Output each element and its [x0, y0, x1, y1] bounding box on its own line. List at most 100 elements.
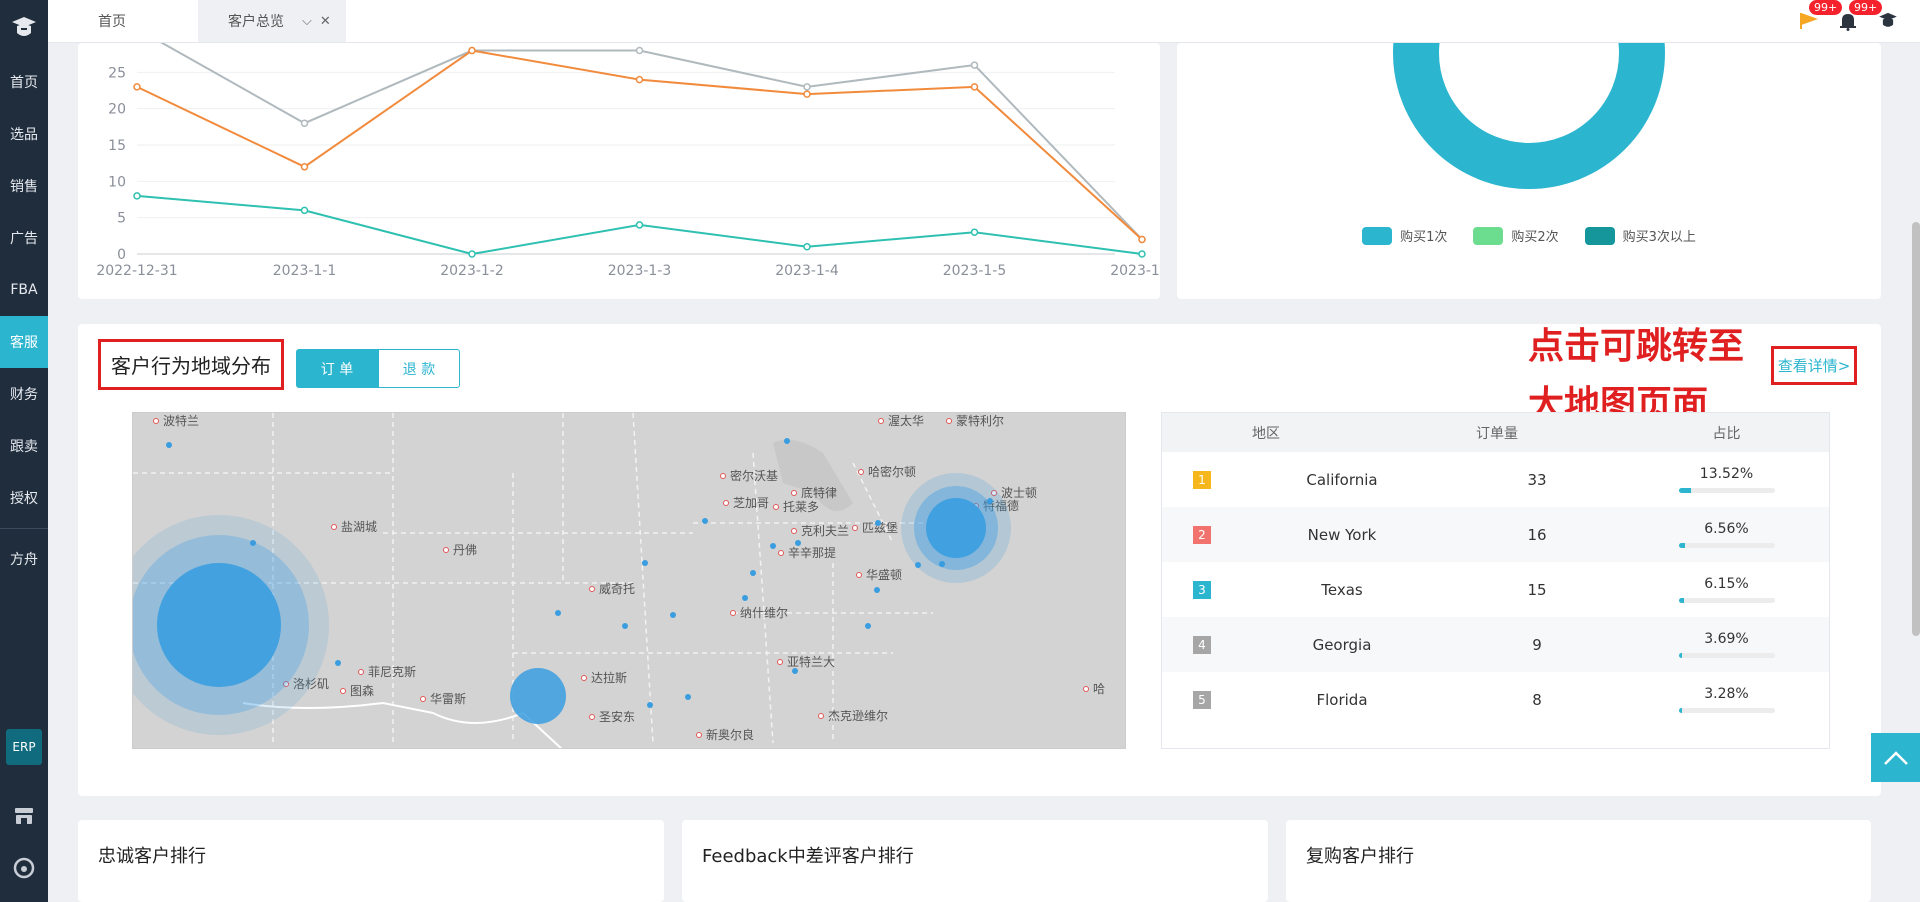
ratio-fill — [1678, 488, 1692, 493]
x-tick-label: 2023-1-1 — [273, 263, 337, 279]
city-label: 哈密尔顿 — [868, 464, 916, 479]
city-label: 底特律 — [801, 485, 837, 500]
user-avatar[interactable] — [1876, 9, 1900, 33]
sidebar-item-selection[interactable]: 选品 — [10, 127, 38, 143]
sidebar-item-home[interactable]: 首页 — [10, 75, 38, 91]
trend-line-chart: 0 5 10 15 20 25 2022-12-31 2023-1-1 2023-1-2 2023… — [96, 24, 1174, 279]
region-dot — [770, 543, 776, 549]
sidebar-item-customer-service[interactable]: 客服 — [0, 316, 48, 368]
rank-badge: 2 — [1193, 525, 1211, 544]
city-label: 哈 — [1093, 682, 1105, 696]
region-dot — [335, 660, 341, 666]
data-point — [133, 83, 141, 91]
sidebar: 首页 选品 销售 广告 FBA 客服 财务 跟卖 授权 方舟 ERP — [0, 0, 48, 902]
legend-item-buy-3plus[interactable]: 购买3次以上 — [1584, 226, 1696, 245]
ratio-fill — [1678, 653, 1683, 658]
view-details-link[interactable]: 查看详情> — [1771, 346, 1857, 385]
sidebar-item-authorize[interactable]: 授权 — [10, 491, 38, 507]
data-point — [970, 228, 979, 236]
table-row[interactable]: 1 California 33 13.52% — [1162, 452, 1829, 507]
data-point — [300, 119, 309, 127]
city-label: 杰克逊维尔 — [828, 708, 888, 723]
city-label: 圣安东 — [599, 709, 635, 724]
tab-orders[interactable]: 订 单 — [296, 349, 378, 388]
region-dot — [939, 561, 945, 567]
sidebar-item-fba[interactable]: FBA — [10, 282, 38, 298]
region-cell: Georgia — [1312, 635, 1372, 654]
sidebar-item-ark[interactable]: 方舟 — [10, 552, 38, 568]
repeat-customer-title: 复购客户排行 — [1306, 846, 1414, 867]
bell-notification[interactable]: 99+ — [1836, 0, 1884, 33]
table-row[interactable]: 5 Florida 8 3.28% — [1162, 672, 1829, 727]
region-dot — [702, 518, 708, 524]
support-icon[interactable] — [0, 848, 48, 888]
city-label: 华盛顿 — [866, 567, 902, 582]
city-marker — [778, 550, 784, 556]
sidebar-item-ads[interactable]: 广告 — [10, 231, 38, 247]
city-marker — [856, 572, 862, 578]
y-tick-label: 15 — [108, 138, 126, 154]
x-tick-label: 2023-1-3 — [608, 263, 672, 279]
city-marker — [153, 418, 159, 424]
tab-refunds[interactable]: 退 款 — [378, 349, 460, 388]
city-label: 波特兰 — [163, 413, 199, 428]
store-icon[interactable] — [0, 796, 48, 836]
city-label: 纳什维尔 — [740, 605, 788, 620]
city-label: 菲尼克斯 — [368, 665, 416, 679]
back-to-top-button[interactable] — [1871, 733, 1920, 782]
data-point — [1138, 235, 1146, 244]
close-icon[interactable]: ✕ — [319, 13, 331, 29]
sidebar-item-follow-sell[interactable]: 跟卖 — [10, 439, 38, 455]
tab-customer-overview[interactable]: 客户总览 ⌵ ✕ — [198, 0, 346, 42]
city-marker — [589, 714, 595, 720]
order-count-cell: 33 — [1527, 470, 1547, 489]
table-row[interactable]: 4 Georgia 9 3.69% — [1162, 617, 1829, 672]
city-label: 克利夫兰 — [801, 524, 849, 538]
sidebar-item-sales[interactable]: 销售 — [10, 179, 38, 195]
rank-badge: 4 — [1193, 635, 1211, 654]
donut-legend: 购买1次 购买2次 购买3次以上 — [1177, 226, 1881, 245]
geo-section-title: 客户行为地域分布 — [98, 339, 284, 390]
bell-badge: 99+ — [1848, 0, 1884, 16]
rank-badge: 5 — [1193, 690, 1211, 709]
ratio-bar — [1678, 598, 1775, 603]
tab-home[interactable]: 首页 — [48, 0, 198, 42]
legend-item-buy-once[interactable]: 购买1次 — [1362, 226, 1447, 245]
flag-icon — [1800, 13, 1818, 29]
erp-button[interactable]: ERP — [6, 729, 42, 765]
order-refund-toggle: 订 单 退 款 — [296, 349, 460, 388]
header-region: 地区 — [1252, 425, 1280, 442]
y-tick-label: 10 — [108, 174, 126, 190]
order-count-cell: 15 — [1527, 580, 1547, 599]
legend-item-buy-twice[interactable]: 购买2次 — [1473, 226, 1559, 245]
region-dot — [670, 612, 676, 618]
city-marker — [773, 504, 779, 510]
table-row[interactable]: 2 New York 16 6.56% — [1162, 507, 1829, 562]
chevron-down-icon[interactable]: ⌵ — [302, 13, 312, 29]
city-marker — [581, 675, 587, 681]
app-logo[interactable] — [0, 0, 48, 56]
sidebar-item-finance[interactable]: 财务 — [10, 387, 38, 403]
ratio-fill — [1678, 543, 1685, 548]
city-marker — [730, 610, 736, 616]
x-tick-label: 2023-1-2 — [440, 263, 504, 279]
ratio-cell: 6.15% — [1632, 576, 1821, 603]
legend-swatch — [1473, 226, 1504, 245]
y-tick-label: 20 — [108, 102, 126, 118]
bell-icon — [1840, 14, 1856, 31]
city-marker — [818, 713, 824, 719]
page-scrollbar[interactable] — [1912, 222, 1920, 636]
ratio-bar — [1678, 708, 1775, 713]
top-bar: 首页 客户总览 ⌵ ✕ 99+ 99+ — [48, 0, 1920, 43]
data-point — [635, 75, 644, 84]
x-tick-label: 2022-12-31 — [96, 263, 177, 279]
ratio-cell: 13.52% — [1632, 466, 1821, 493]
trend-chart-card: 0 5 10 15 20 25 2022-12-31 2023-1-1 2023-1-2 2023… — [78, 24, 1174, 299]
city-label: 新奥尔良 — [706, 727, 754, 742]
us-map[interactable]: 波特兰 渥太华 蒙特利尔 盐湖城 丹佛 密尔沃基 芝加哥 底特律 托莱多 哈密尔顿 波士顿 特福德 匹兹… — [132, 412, 1126, 749]
purchase-frequency-card: 购买1次 购买2次 购买3次以上 — [1177, 43, 1881, 299]
region-dot — [875, 520, 881, 526]
flag-notification[interactable]: 99+ — [1796, 0, 1844, 33]
x-tick-label: 2023-1-6 — [1110, 263, 1160, 279]
table-row[interactable]: 3 Texas 15 6.15% — [1162, 562, 1829, 617]
